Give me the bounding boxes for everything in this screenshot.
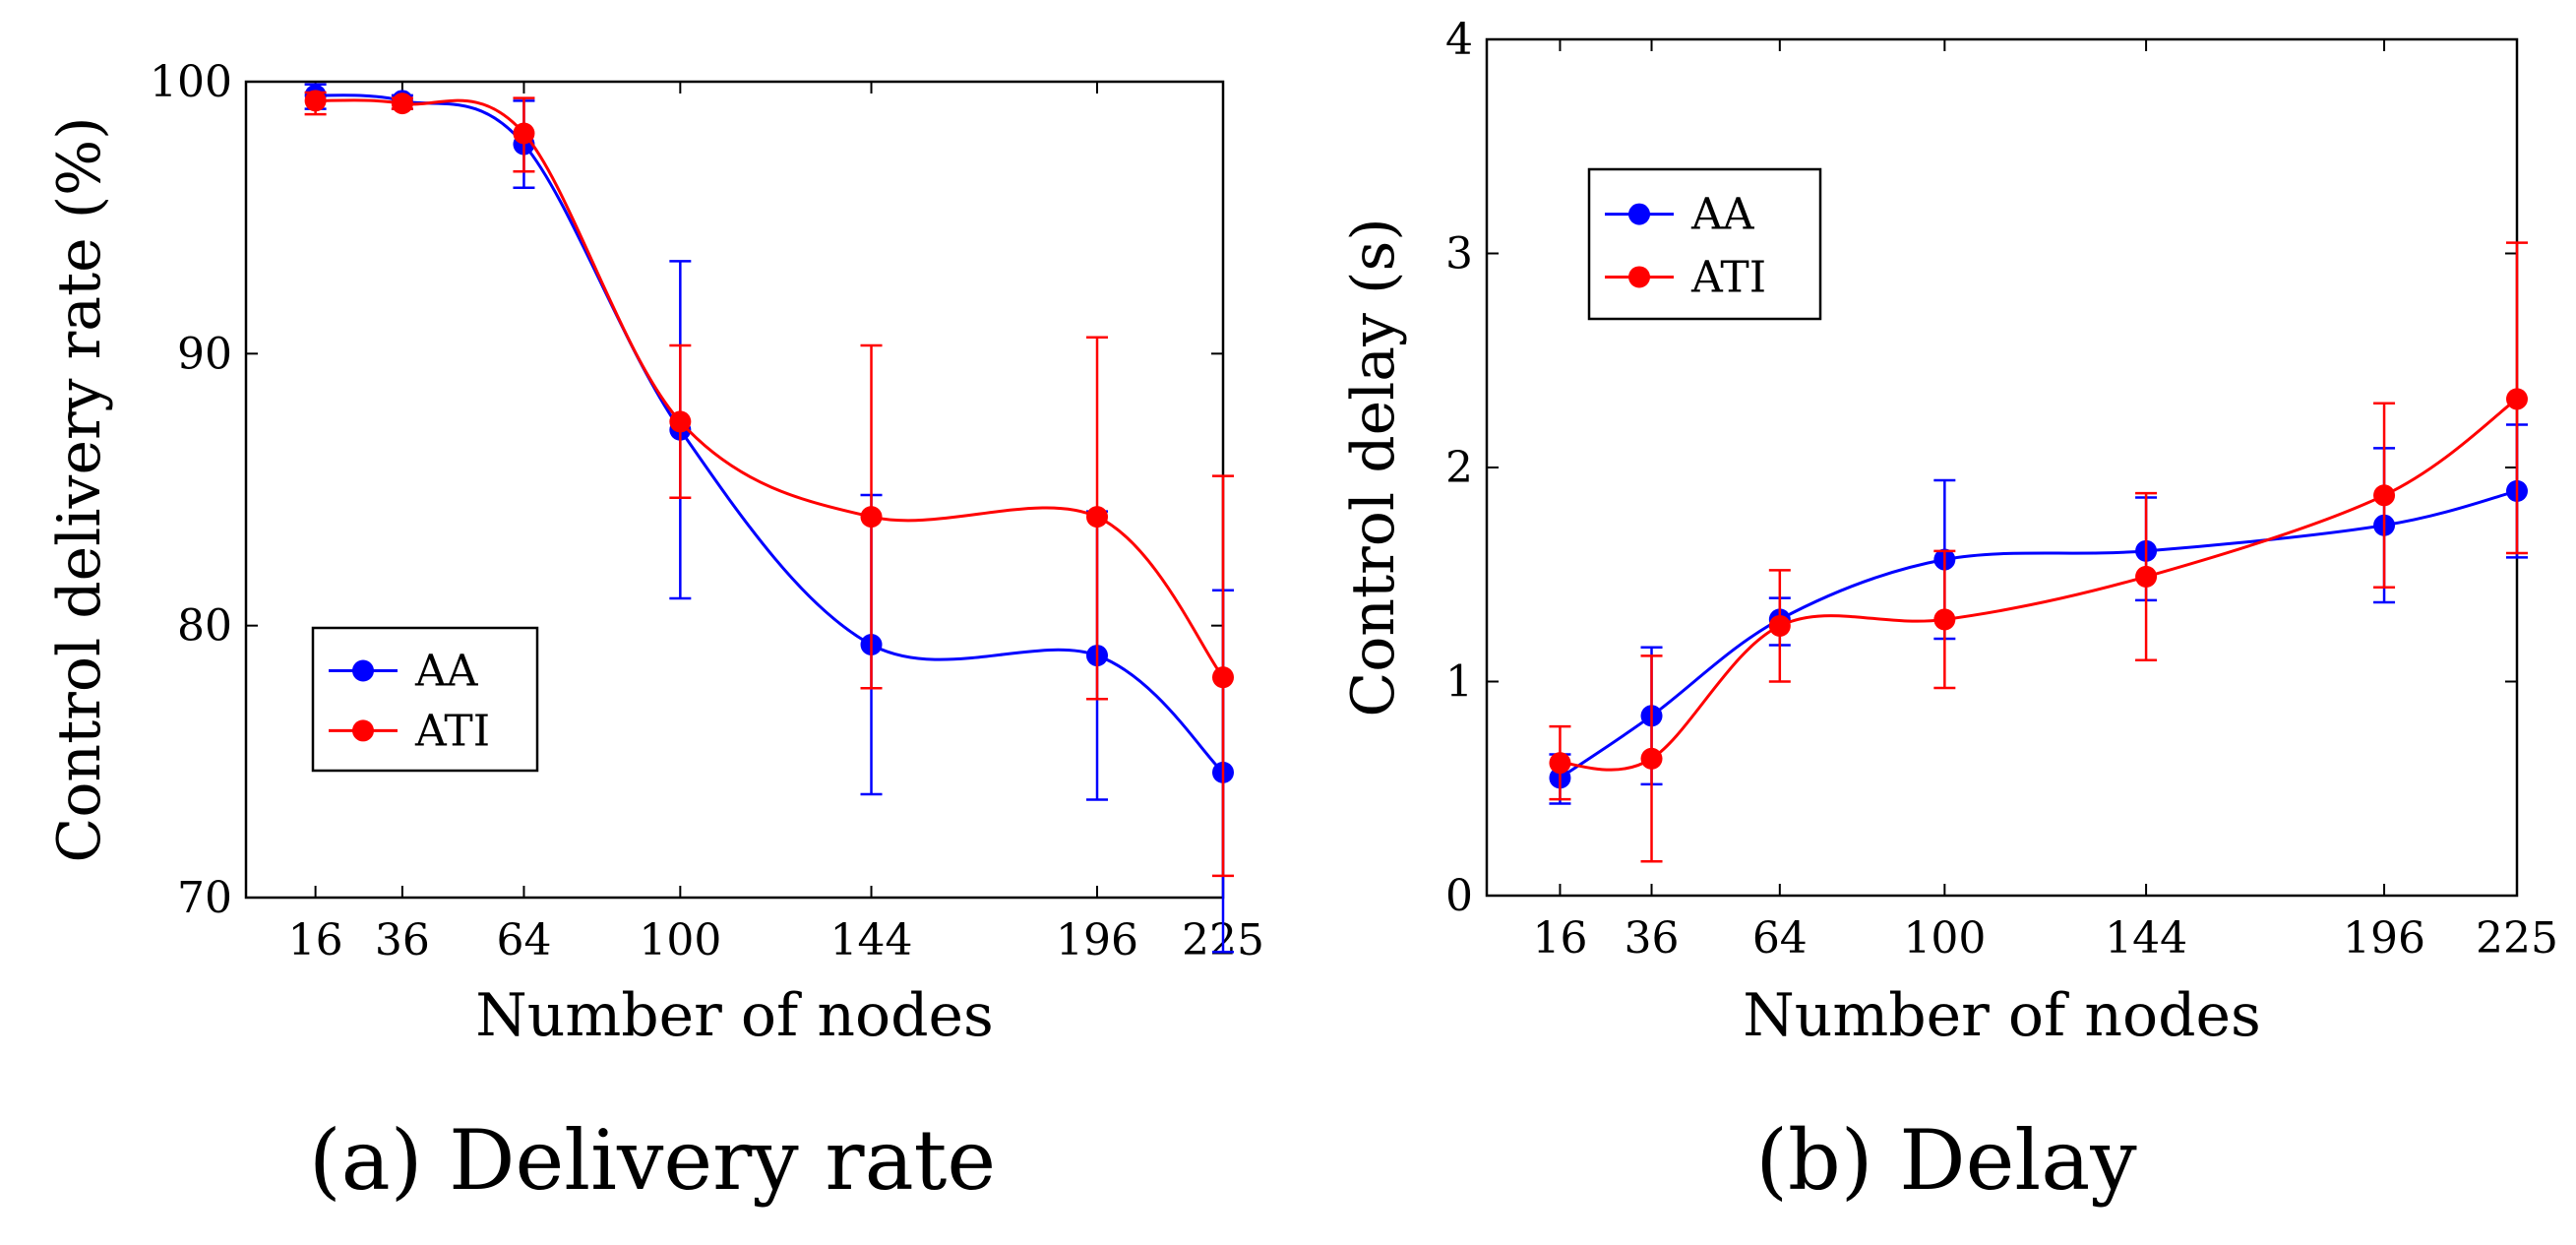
series-line	[1559, 489, 2518, 779]
legend-label: ATI	[414, 706, 490, 756]
data-point	[304, 90, 327, 112]
x-tick-label: 16	[1532, 913, 1587, 964]
y-axis-title: Control delivery rate (%)	[45, 116, 114, 862]
x-tick-label: 196	[1056, 915, 1138, 965]
data-point	[1549, 752, 1571, 775]
data-point	[860, 506, 883, 529]
y-tick-label: 100	[150, 57, 232, 107]
y-tick-label: 70	[177, 873, 232, 923]
y-tick-label: 80	[177, 601, 232, 652]
x-tick-label: 64	[1752, 913, 1808, 964]
subfigure-caption: (b) Delay	[1755, 1112, 2137, 1209]
x-tick-label: 64	[496, 915, 551, 965]
series-ati	[304, 90, 1234, 878]
data-point	[1933, 608, 1956, 631]
plot-frame	[1485, 37, 2519, 898]
series-ati	[1549, 241, 2528, 863]
x-tick-label: 16	[288, 915, 343, 965]
legend-marker	[1628, 203, 1650, 225]
data-point	[1768, 614, 1791, 637]
data-point	[2373, 484, 2396, 507]
data-point	[2135, 565, 2158, 588]
x-tick-label: 225	[2476, 913, 2558, 964]
y-tick-label: 0	[1445, 871, 1473, 921]
legend-label: ATI	[1690, 252, 1766, 302]
data-point	[513, 122, 535, 145]
data-point	[1212, 666, 1234, 689]
x-tick-label: 100	[639, 915, 721, 965]
y-tick-label: 90	[177, 329, 232, 379]
legend-marker	[352, 719, 374, 742]
delay-chart: 16 36 64 100 144 196 225 0 1 2 3 4 Number of nodes Co…	[1339, 15, 2558, 1209]
legend-marker	[352, 659, 374, 682]
series-aa	[1549, 423, 2528, 805]
legend-box	[1587, 167, 1822, 321]
x-tick-label: 100	[1903, 913, 1986, 964]
data-point	[2506, 388, 2528, 410]
y-axis-title: Control delay (s)	[1339, 218, 1408, 716]
legend-label: AA	[1690, 190, 1755, 240]
legend-label: AA	[414, 647, 479, 697]
x-tick-label: 144	[830, 915, 913, 965]
x-tick-label: 36	[1625, 913, 1680, 964]
x-tick-label: 36	[375, 915, 430, 965]
legend: AA ATI	[1587, 167, 1822, 321]
legend-marker	[1628, 266, 1650, 288]
y-tick-label: 4	[1445, 15, 1473, 65]
data-point	[669, 410, 692, 433]
x-tick-label: 196	[2343, 913, 2425, 964]
x-axis-title: Number of nodes	[475, 981, 994, 1050]
data-point	[1086, 506, 1109, 529]
y-tick-label: 1	[1445, 657, 1473, 708]
legend: AA ATI	[311, 626, 539, 773]
series-line	[1560, 398, 2518, 772]
data-point	[1640, 747, 1663, 770]
y-tick-label: 2	[1445, 443, 1473, 493]
x-tick-label: 144	[2105, 913, 2187, 964]
series-line	[315, 98, 1225, 679]
subfigure-caption: (a) Delivery rate	[309, 1112, 996, 1209]
plot-frame	[244, 80, 1225, 900]
legend-box	[311, 626, 539, 773]
data-point	[391, 93, 413, 115]
y-tick-label: 3	[1445, 229, 1473, 280]
x-axis-title: Number of nodes	[1743, 981, 2261, 1050]
